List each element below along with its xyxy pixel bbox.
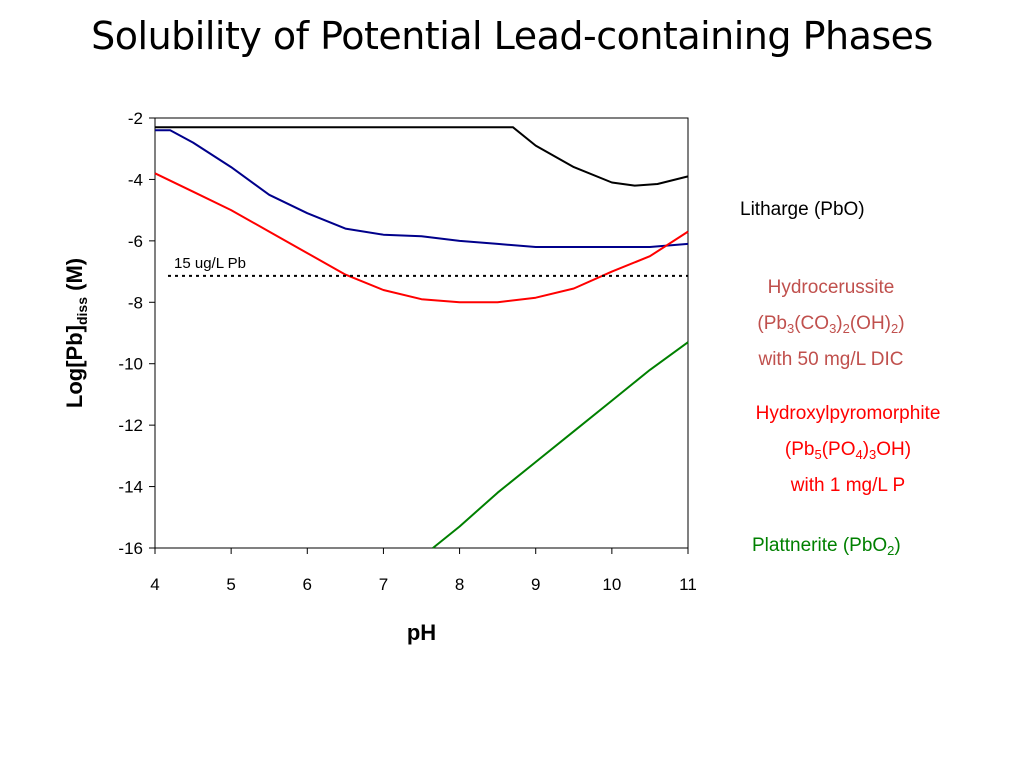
legend-plattnerite-label: Plattnerite (PbO2) xyxy=(752,535,901,558)
slide-title: Solubility of Potential Lead-containing … xyxy=(91,14,933,58)
legend-litharge-label: Litharge (PbO) xyxy=(740,199,865,220)
y-tick-label: -10 xyxy=(118,355,143,374)
axes-layer: -2 -4 -6 -8 -10 -12 -14 -16 4 5 6 7 8 9 10 11 pH Log[Pb]d… xyxy=(62,109,697,645)
x-tick-label: 9 xyxy=(531,575,540,594)
legend-hydrocerussite: Hydrocerussite (Pb3(CO3)2(OH)2) with 50 … xyxy=(720,270,942,378)
x-axis-label: pH xyxy=(407,620,436,645)
y-tick-label: -16 xyxy=(118,539,143,558)
y-tick-label: -2 xyxy=(128,109,143,128)
legend-hydrocerussite-formula: (Pb3(CO3)2(OH)2) xyxy=(757,313,905,336)
legend-hydrocerussite-name: Hydrocerussite xyxy=(767,277,895,298)
legend-hydroxylpyromorphite: Hydroxylpyromorphite (Pb5(PO4)3OH) with … xyxy=(722,396,974,504)
x-tick-label: 11 xyxy=(679,575,697,594)
annotation-layer: 15 ug/L Pb xyxy=(168,255,688,277)
x-tick-label: 4 xyxy=(150,575,159,594)
y-tick-label: -6 xyxy=(128,232,143,251)
series-line-hydroxylpyromorphite xyxy=(154,172,689,304)
x-tick-label: 5 xyxy=(226,575,235,594)
x-tick-label: 7 xyxy=(379,575,388,594)
reference-line-label: 15 ug/L Pb xyxy=(174,255,246,272)
y-tick-label: -14 xyxy=(118,478,143,497)
legend-plattnerite: Plattnerite (PbO2) xyxy=(752,528,901,564)
legend-hydrocerussite-condition: with 50 mg/L DIC xyxy=(758,349,904,370)
legend-litharge: Litharge (PbO) xyxy=(740,192,865,228)
y-tick-label: -4 xyxy=(128,170,143,189)
x-tick-label: 6 xyxy=(303,575,312,594)
series-line-plattnerite xyxy=(432,341,689,549)
legend-hydroxylpyromorphite-name: Hydroxylpyromorphite xyxy=(755,403,941,424)
legend-hydroxylpyromorphite-formula: (Pb5(PO4)3OH) xyxy=(784,439,912,462)
series-line-litharge xyxy=(155,126,689,187)
x-tick-label: 8 xyxy=(455,575,464,594)
y-tick-label: -8 xyxy=(128,293,143,312)
series-line-hydrocerussite xyxy=(155,129,689,248)
y-tick-label: -12 xyxy=(118,416,143,435)
x-tick-label: 10 xyxy=(602,575,621,594)
legend-hydroxylpyromorphite-condition: with 1 mg/L P xyxy=(790,475,906,496)
series-layer xyxy=(154,126,689,549)
plot-area xyxy=(154,117,689,549)
y-axis-label: Log[Pb]diss (M) xyxy=(62,258,90,408)
plot-frame xyxy=(154,117,689,549)
